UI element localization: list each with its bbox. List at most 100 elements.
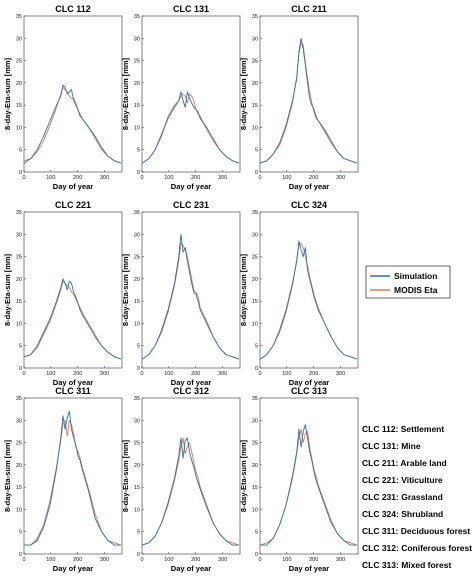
x-axis-label: Day of year (53, 182, 94, 191)
y-axis-label: 8-day-Eta-sum [mm] (3, 439, 12, 512)
chart-title: CLC 312 (173, 386, 209, 396)
y-tick-label: 10 (252, 321, 258, 327)
y-tick-label: 0 (255, 552, 258, 558)
y-tick-label: 25 (252, 441, 258, 447)
x-axis-label: Day of year (171, 182, 212, 191)
x-tick-label: 0 (258, 371, 261, 377)
y-tick-label: 20 (16, 463, 22, 469)
y-tick-label: 25 (134, 255, 140, 261)
y-tick-label: 5 (137, 148, 140, 154)
y-tick-label: 35 (252, 396, 258, 402)
x-tick-label: 100 (282, 371, 291, 377)
y-tick-label: 20 (134, 277, 140, 283)
x-axis-label: Day of year (289, 378, 330, 387)
clc-code-item: CLC 311: Deciduous forest (362, 526, 470, 536)
clc-code-item: CLC 313: Mixed forest (362, 560, 451, 570)
y-tick-label: 5 (19, 148, 22, 154)
x-tick-label: 300 (100, 371, 109, 377)
clc-code-legend: CLC 112: Settlement CLC 131: Mine CLC 21… (362, 424, 472, 570)
series-line-simulation (24, 84, 122, 164)
y-tick-label: 10 (16, 125, 22, 131)
y-tick-label: 0 (137, 552, 140, 558)
y-axis-label: 8-day-Eta-sum [mm] (3, 253, 12, 326)
y-tick-label: 20 (252, 277, 258, 283)
y-tick-label: 20 (134, 463, 140, 469)
y-tick-label: 10 (16, 507, 22, 513)
series-line-modis-eta (24, 86, 122, 164)
x-tick-label: 200 (309, 175, 318, 181)
y-tick-label: 25 (16, 59, 22, 65)
y-tick-label: 25 (252, 255, 258, 261)
y-tick-label: 15 (252, 103, 258, 109)
x-tick-label: 200 (309, 371, 318, 377)
series-line-simulation (260, 424, 357, 546)
chart-title: CLC 211 (291, 4, 327, 14)
x-tick-label: 300 (218, 371, 227, 377)
y-tick-label: 5 (19, 530, 22, 536)
y-tick-label: 10 (16, 321, 22, 327)
y-tick-label: 5 (255, 530, 258, 536)
y-tick-label: 35 (252, 14, 258, 20)
plot-frame (259, 397, 359, 555)
y-axis-label: 8-day-Eta-sum [mm] (121, 439, 130, 512)
y-tick-label: 10 (252, 125, 258, 131)
y-axis-label: 8-day-Eta-sum [mm] (121, 57, 130, 130)
y-tick-label: 20 (252, 463, 258, 469)
x-tick-label: 300 (100, 557, 109, 563)
series-line-modis-eta (24, 280, 122, 360)
y-tick-label: 35 (252, 210, 258, 216)
x-tick-label: 0 (22, 371, 25, 377)
x-axis-label: Day of year (53, 378, 94, 387)
series-line-modis-eta (260, 42, 358, 164)
series-line-simulation (24, 410, 121, 546)
x-axis-label: Day of year (289, 182, 330, 191)
y-tick-label: 30 (134, 36, 140, 42)
x-tick-label: 300 (336, 175, 345, 181)
plot-frame (141, 397, 241, 555)
chart-panel: CLC 211 0 5 10 15 20 25 30 35 0 100 200 300 Day of ye… (239, 4, 359, 191)
y-tick-label: 0 (137, 170, 140, 176)
y-tick-label: 35 (16, 396, 22, 402)
clc-code-item: CLC 324: Shrubland (362, 509, 443, 519)
clc-code-item: CLC 211: Arable land (362, 458, 447, 468)
y-axis-label: 8-day-Eta-sum [mm] (239, 57, 248, 130)
x-tick-label: 200 (191, 557, 200, 563)
x-axis-label: Day of year (171, 378, 212, 387)
x-axis-label: Day of year (289, 564, 330, 573)
x-tick-label: 200 (73, 371, 82, 377)
x-tick-label: 0 (258, 557, 261, 563)
plot-frame (141, 211, 241, 369)
series-line-simulation (24, 278, 122, 360)
y-tick-label: 25 (16, 255, 22, 261)
x-tick-label: 100 (164, 175, 173, 181)
y-axis-label: 8-day-Eta-sum [mm] (3, 57, 12, 130)
y-tick-label: 10 (134, 125, 140, 131)
clc-code-item: CLC 221: Viticulture (362, 475, 443, 485)
x-tick-label: 100 (46, 557, 55, 563)
y-tick-label: 25 (134, 441, 140, 447)
y-tick-label: 30 (134, 418, 140, 424)
x-tick-label: 0 (22, 175, 25, 181)
x-tick-label: 300 (100, 175, 109, 181)
y-tick-label: 5 (255, 344, 258, 350)
plot-frame (141, 15, 241, 173)
y-tick-label: 20 (134, 81, 140, 87)
chart-panel: CLC 221 0 5 10 15 20 25 30 35 0 100 200 300 Day of ye… (3, 200, 123, 387)
y-tick-label: 15 (16, 103, 22, 109)
x-tick-label: 300 (218, 557, 227, 563)
y-tick-label: 20 (252, 81, 258, 87)
y-tick-label: 15 (134, 103, 140, 109)
y-tick-label: 10 (134, 507, 140, 513)
clc-code-item: CLC 231: Grassland (362, 492, 443, 502)
y-tick-label: 5 (137, 344, 140, 350)
x-tick-label: 100 (164, 371, 173, 377)
y-axis-label: 8-day-Eta-sum [mm] (239, 439, 248, 512)
chart-panel: CLC 231 0 5 10 15 20 25 30 35 0 100 200 300 Day of ye… (121, 200, 241, 387)
chart-title: CLC 231 (173, 200, 209, 210)
chart-panel: CLC 324 0 5 10 15 20 25 30 35 0 100 200 300 Day of ye… (239, 200, 359, 387)
legend-label-simulation: Simulation (394, 271, 437, 281)
y-tick-label: 30 (16, 232, 22, 238)
chart-title: CLC 131 (173, 4, 209, 14)
x-tick-label: 200 (309, 557, 318, 563)
